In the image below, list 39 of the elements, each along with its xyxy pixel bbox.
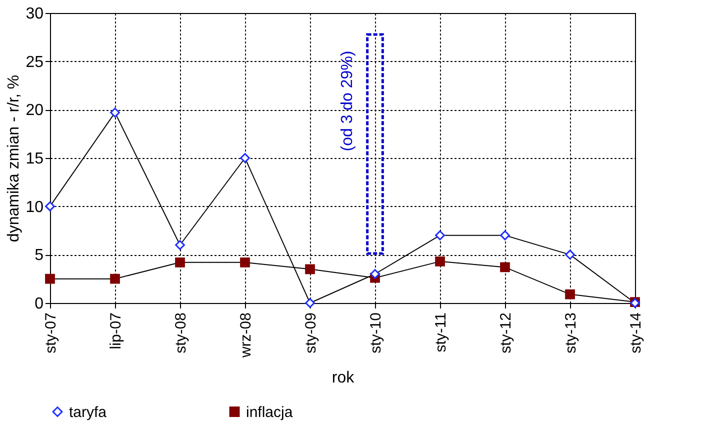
x-tick-label: sty-08 [172,312,190,354]
y-tick-label: 25 [26,54,44,71]
point [175,240,185,250]
x-tick-label: sty-10 [368,312,384,354]
point [240,257,250,268]
legend-label: inflacja [246,404,294,421]
y-tick-label: 5 [34,247,44,264]
x-tick-label: lip-07 [108,312,124,350]
point [240,153,250,163]
point [500,230,510,240]
point [565,289,575,300]
point [305,264,315,274]
y-tick-label: 0 [34,296,44,312]
legend-label: taryfa [69,404,108,421]
point [175,257,185,268]
point [110,108,120,118]
point [435,256,445,266]
point [435,230,445,240]
x-tick-label: sty-11 [432,312,450,352]
y-tick-label: 20 [26,102,44,120]
x-tick-label: sty-07 [42,312,60,354]
point [500,262,510,272]
x-axis-title: rok [332,370,356,387]
point [370,269,380,279]
point [305,298,315,308]
x-tick-label: wrz-08 [238,312,254,359]
y-axis-title: dynamika zmian - r/r, % [6,74,23,242]
point [110,274,120,284]
x-tick-label: sty-14 [628,312,644,354]
annotation: (od 3 do 29%) [339,50,356,152]
y-tick-label: 10 [26,198,44,216]
point [565,250,575,260]
point [45,201,55,212]
x-tick-label: sty-13 [562,312,580,354]
x-tick-label: sty-09 [302,312,320,354]
y-tick-label: 30 [26,6,44,22]
point [45,274,55,284]
y-tick-label: 15 [26,150,44,168]
x-tick-label: sty-12 [498,312,514,354]
